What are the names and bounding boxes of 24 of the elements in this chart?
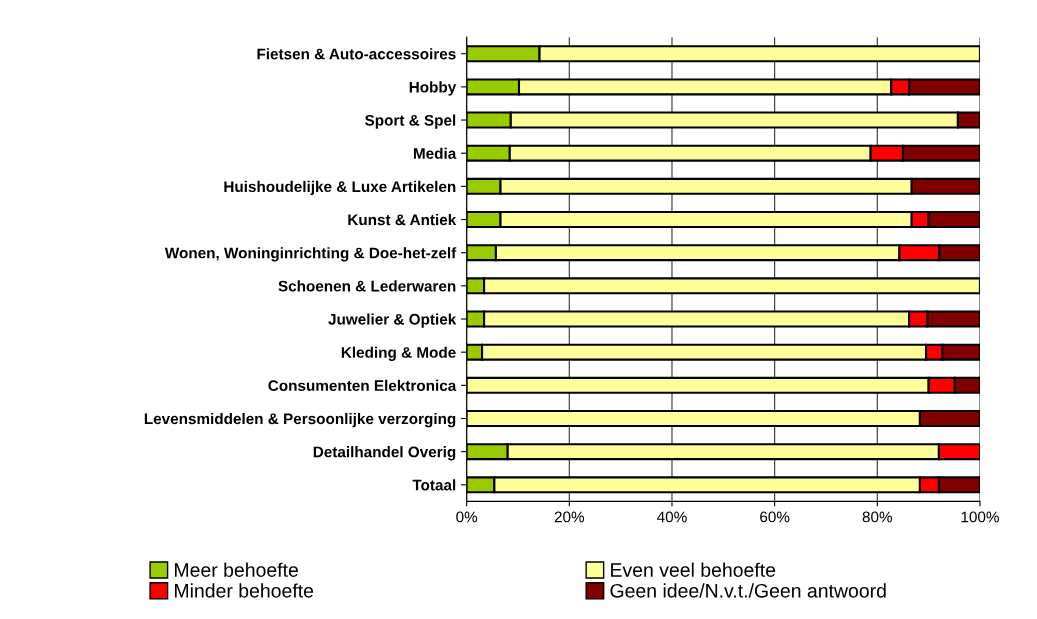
legend-label: Minder behoefte: [175, 583, 314, 598]
y-tick-label: Kleding & Mode: [341, 346, 456, 361]
y-tick-label: Huishoudelijke & Luxe Artikelen: [224, 180, 456, 196]
y-tick-label: Levensmiddelen & Persoonlijke verzorging: [144, 412, 456, 428]
y-tick-label: Media: [413, 147, 457, 159]
y-tick-label: Kunst & Antiek: [348, 213, 457, 226]
x-tick-label: 60%: [760, 511, 790, 523]
x-tick-label: 80%: [862, 511, 893, 523]
y-tick-label: Sport & Spel: [365, 114, 456, 129]
y-tick-label: Juwelier & Optiek: [328, 313, 457, 328]
x-tick-label: 100%: [961, 511, 999, 523]
y-tick-label: Hobby: [409, 81, 457, 96]
y-tick-label: Detailhandel Overig: [313, 446, 456, 461]
legend-label: Geen idee/N.v.t./Geen antwoord: [610, 583, 886, 598]
x-tick-label: 20%: [554, 511, 585, 523]
legend-label: Meer behoefte: [175, 562, 298, 577]
y-tick-label: Totaal: [412, 479, 456, 491]
x-tick-label: 40%: [657, 511, 687, 523]
y-tick-label: Fietsen & Auto-accessoires: [257, 48, 456, 60]
y-tick-label: Consumenten Elektronica: [268, 379, 457, 392]
y-tick-label: Wonen, Woninginrichting & Doe-het-zelf: [164, 247, 457, 262]
x-tick-label: 0%: [456, 511, 478, 523]
legend-label: Even veel behoefte: [611, 562, 776, 577]
y-tick-label: Schoenen & Lederwaren: [278, 280, 456, 292]
